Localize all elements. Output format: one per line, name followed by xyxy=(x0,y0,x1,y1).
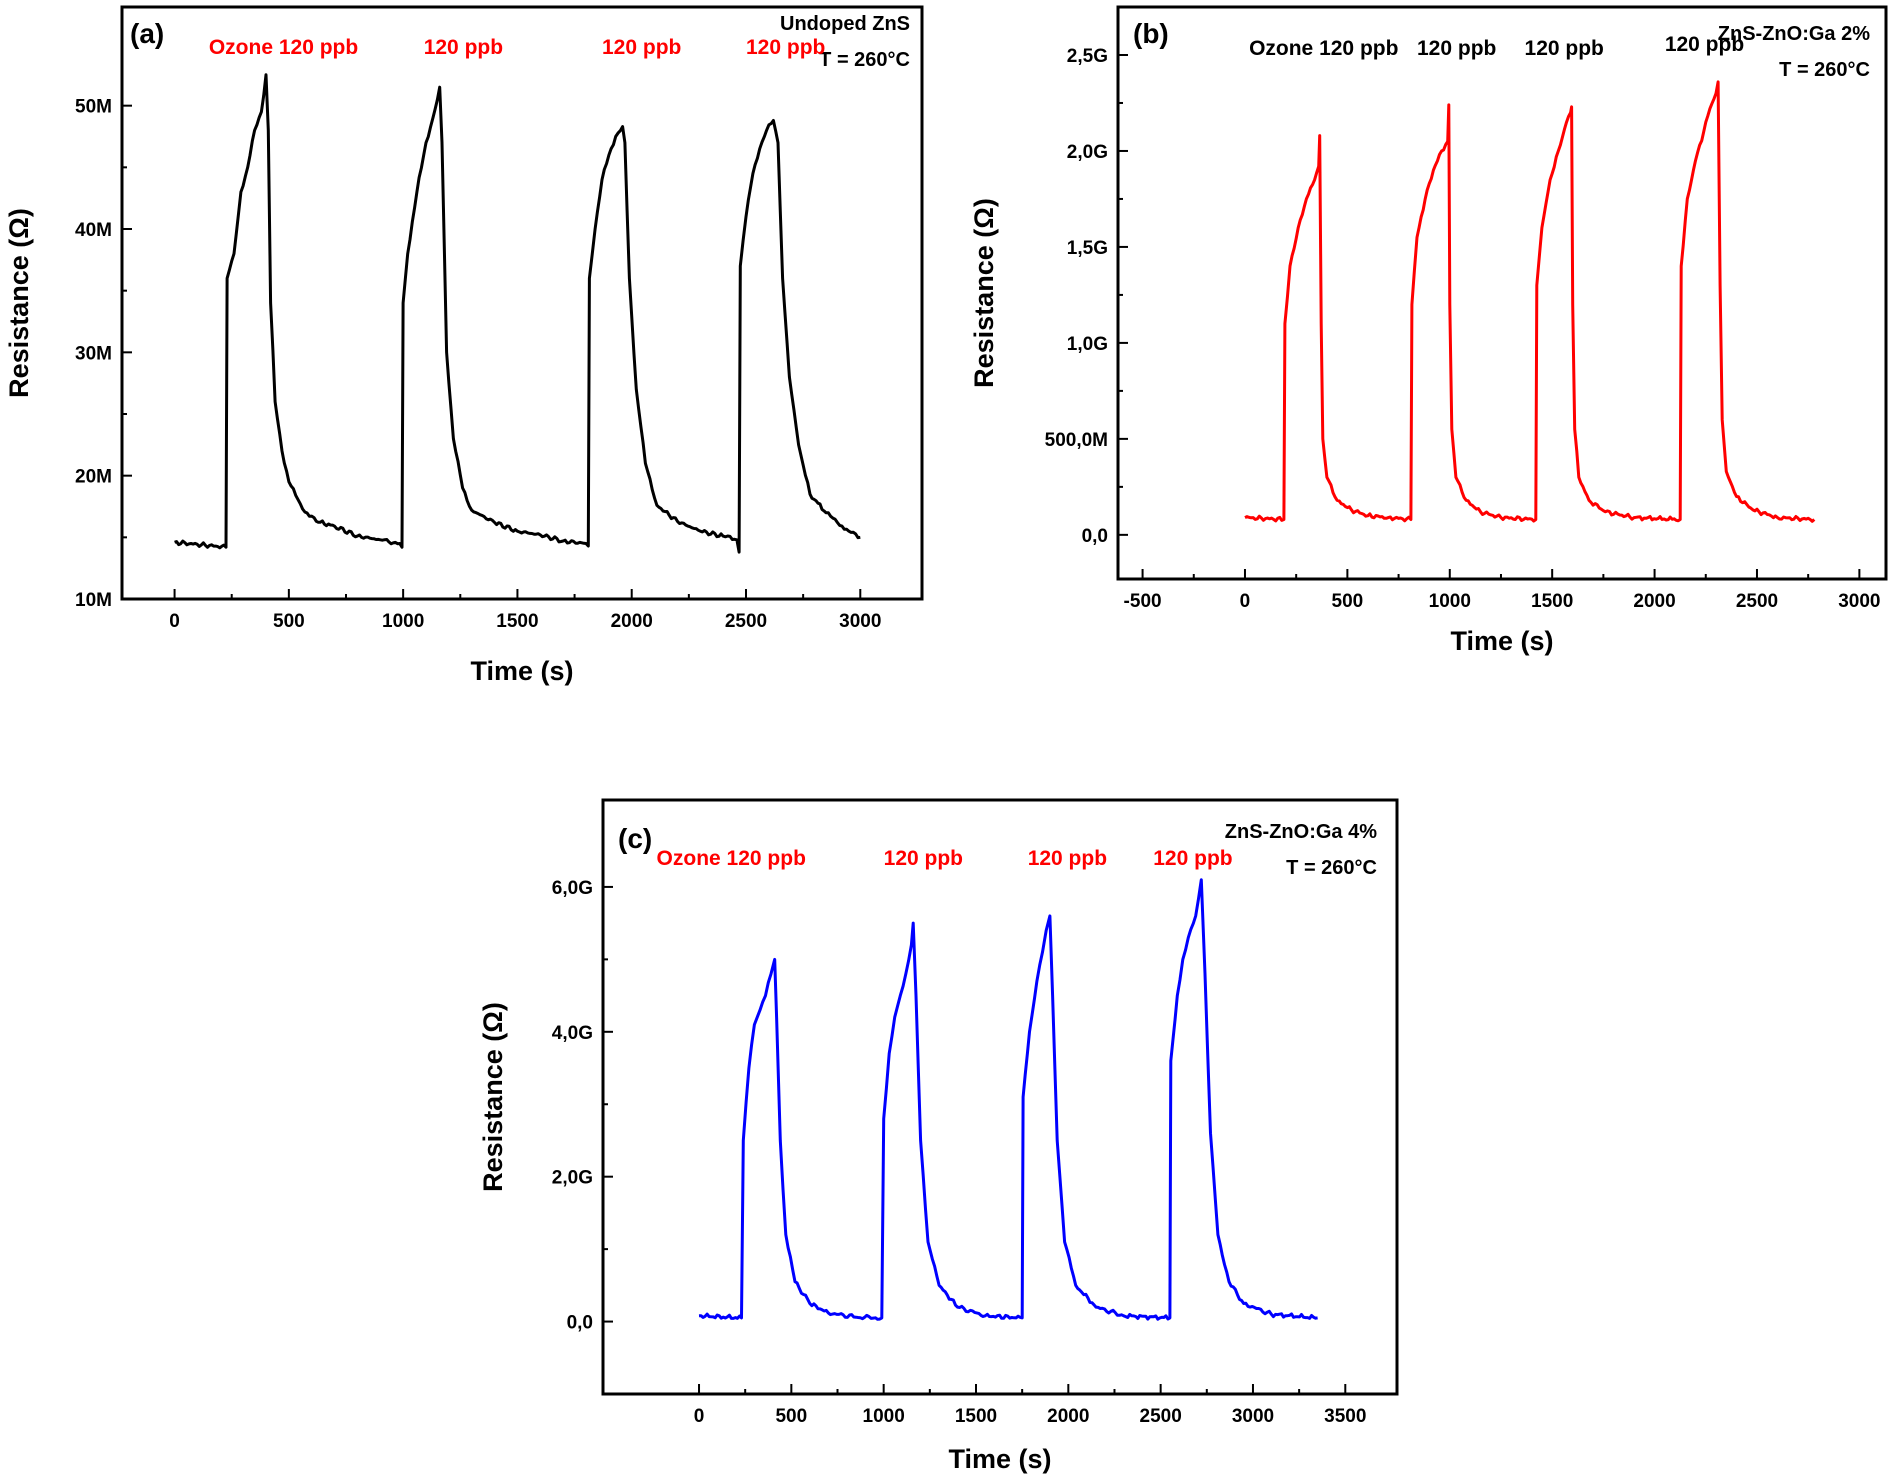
temperature-label-b: T = 260°C xyxy=(1779,59,1870,81)
temperature-label-a: T = 260°C xyxy=(819,49,910,71)
x-tick-label-c: 3000 xyxy=(1232,1406,1274,1427)
pulse-label-b: 120 ppb xyxy=(1665,33,1744,56)
resistance-series-a xyxy=(174,73,861,554)
y-tick-label-b: 500,0M xyxy=(1045,430,1108,451)
y-tick-label-b: 0,0 xyxy=(1082,526,1108,547)
pulse-label-a: 120 ppb xyxy=(746,36,825,59)
y-tick-label-b: 2,0G xyxy=(1067,142,1108,163)
resistance-series-b xyxy=(1244,80,1816,523)
x-tick-label-a: 500 xyxy=(273,611,305,632)
x-tick-label-b: 500 xyxy=(1332,591,1364,612)
y-axis-label-a: Resistance (Ω) xyxy=(4,208,34,398)
x-tick-label-c: 1000 xyxy=(863,1406,905,1427)
x-tick-label-c: 2000 xyxy=(1047,1406,1089,1427)
panel-letter-c: (c) xyxy=(618,823,652,854)
pulse-label-a: Ozone 120 ppb xyxy=(209,36,358,59)
panel-letter-a: (a) xyxy=(130,18,164,49)
x-tick-label-c: 0 xyxy=(694,1406,705,1427)
plot-frame-c xyxy=(601,798,1399,1396)
x-tick-label-a: 3000 xyxy=(839,611,881,632)
y-tick-label-b: 2,5G xyxy=(1067,46,1108,67)
sample-label-a: Undoped ZnS xyxy=(780,13,910,35)
y-tick-label-a: 40M xyxy=(75,220,112,241)
pulse-label-c: 120 ppb xyxy=(1153,847,1232,870)
pulse-label-c: Ozone 120 ppb xyxy=(657,847,806,870)
x-tick-label-a: 1000 xyxy=(382,611,424,632)
sample-label-b: ZnS-ZnO:Ga 2% xyxy=(1718,23,1870,45)
x-axis-label-a: Time (s) xyxy=(470,656,573,686)
pulse-label-a: 120 ppb xyxy=(602,36,681,59)
x-tick-label-b: -500 xyxy=(1124,591,1162,612)
y-axis-label-b: Resistance (Ω) xyxy=(969,198,999,388)
plot-frame-a xyxy=(120,5,924,601)
x-tick-label-a: 2500 xyxy=(725,611,767,632)
x-tick-label-a: 2000 xyxy=(611,611,653,632)
sample-label-c: ZnS-ZnO:Ga 4% xyxy=(1225,821,1377,843)
y-axis-label-c: Resistance (Ω) xyxy=(478,1002,508,1192)
y-tick-label-a: 20M xyxy=(75,467,112,488)
x-axis-label-b: Time (s) xyxy=(1450,626,1553,656)
pulse-label-b: 120 ppb xyxy=(1417,37,1496,60)
x-tick-label-b: 1500 xyxy=(1531,591,1573,612)
x-axis-label-c: Time (s) xyxy=(948,1444,1051,1474)
x-tick-label-b: 3000 xyxy=(1838,591,1880,612)
x-tick-label-a: 0 xyxy=(169,611,180,632)
x-tick-label-b: 0 xyxy=(1240,591,1251,612)
x-tick-label-c: 500 xyxy=(775,1406,807,1427)
x-tick-label-a: 1500 xyxy=(496,611,538,632)
y-tick-label-b: 1,0G xyxy=(1067,334,1108,355)
x-tick-label-b: 1000 xyxy=(1429,591,1471,612)
x-tick-label-c: 1500 xyxy=(955,1406,997,1427)
y-tick-label-a: 30M xyxy=(75,343,112,364)
y-tick-label-a: 10M xyxy=(75,590,112,611)
pulse-label-c: 120 ppb xyxy=(884,847,963,870)
pulse-label-a: 120 ppb xyxy=(424,36,503,59)
pulse-label-c: 120 ppb xyxy=(1028,847,1107,870)
x-tick-label-b: 2000 xyxy=(1633,591,1675,612)
y-tick-label-c: 4,0G xyxy=(552,1023,593,1044)
y-tick-label-b: 1,5G xyxy=(1067,238,1108,259)
resistance-series-c xyxy=(698,878,1318,1321)
pulse-label-b: Ozone 120 ppb xyxy=(1249,37,1398,60)
y-tick-label-c: 0,0 xyxy=(567,1313,593,1334)
temperature-label-c: T = 260°C xyxy=(1286,857,1377,879)
y-tick-label-a: 50M xyxy=(75,97,112,118)
y-tick-label-c: 2,0G xyxy=(552,1168,593,1189)
y-tick-label-c: 6,0G xyxy=(552,878,593,899)
plot-frame-b xyxy=(1116,5,1888,581)
x-tick-label-b: 2500 xyxy=(1736,591,1778,612)
x-tick-label-c: 3500 xyxy=(1324,1406,1366,1427)
pulse-label-b: 120 ppb xyxy=(1525,37,1604,60)
x-tick-label-c: 2500 xyxy=(1140,1406,1182,1427)
panel-letter-b: (b) xyxy=(1133,18,1169,49)
